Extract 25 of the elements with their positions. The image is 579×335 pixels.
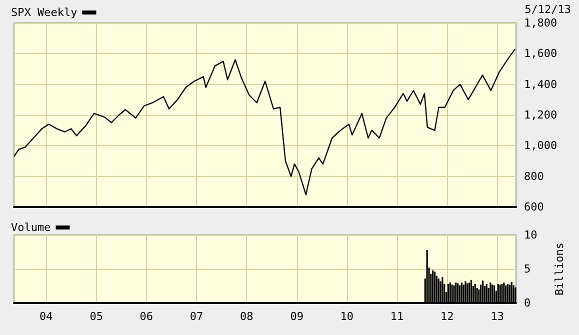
x-tick-label: 10	[340, 310, 354, 323]
y-tick-label: 1,400	[524, 78, 558, 91]
y-tick-label: 600	[524, 200, 544, 214]
legend-label: SPX Weekly	[10, 6, 78, 19]
text: 5/12/13	[524, 3, 571, 16]
x-tick-label: 13	[490, 310, 504, 323]
x-tick-label: 12	[440, 310, 454, 323]
y-tick-label: 1,000	[524, 139, 558, 152]
y-tick-label: 800	[524, 170, 544, 183]
x-tick-label: 05	[90, 310, 103, 323]
y-tick-label: 10	[524, 228, 538, 242]
legend-label: Volume	[10, 221, 51, 234]
y-tick-label: 0	[524, 296, 531, 310]
x-tick-label: 08	[240, 310, 254, 323]
y-axis-title: Billions	[553, 242, 566, 296]
y-tick-label: 1,600	[524, 47, 558, 60]
x-tick-label: 04	[39, 310, 54, 323]
y-tick-label: 1,200	[524, 108, 558, 122]
line-series	[13, 48, 516, 196]
y-tick-label: 5	[524, 262, 531, 276]
x-tick-label: 06	[140, 310, 154, 323]
x-tick-label: 07	[190, 310, 204, 323]
x-tick-label: 11	[390, 310, 404, 323]
y-tick-label: 1,800	[524, 16, 558, 30]
x-tick-label: 09	[290, 310, 304, 323]
